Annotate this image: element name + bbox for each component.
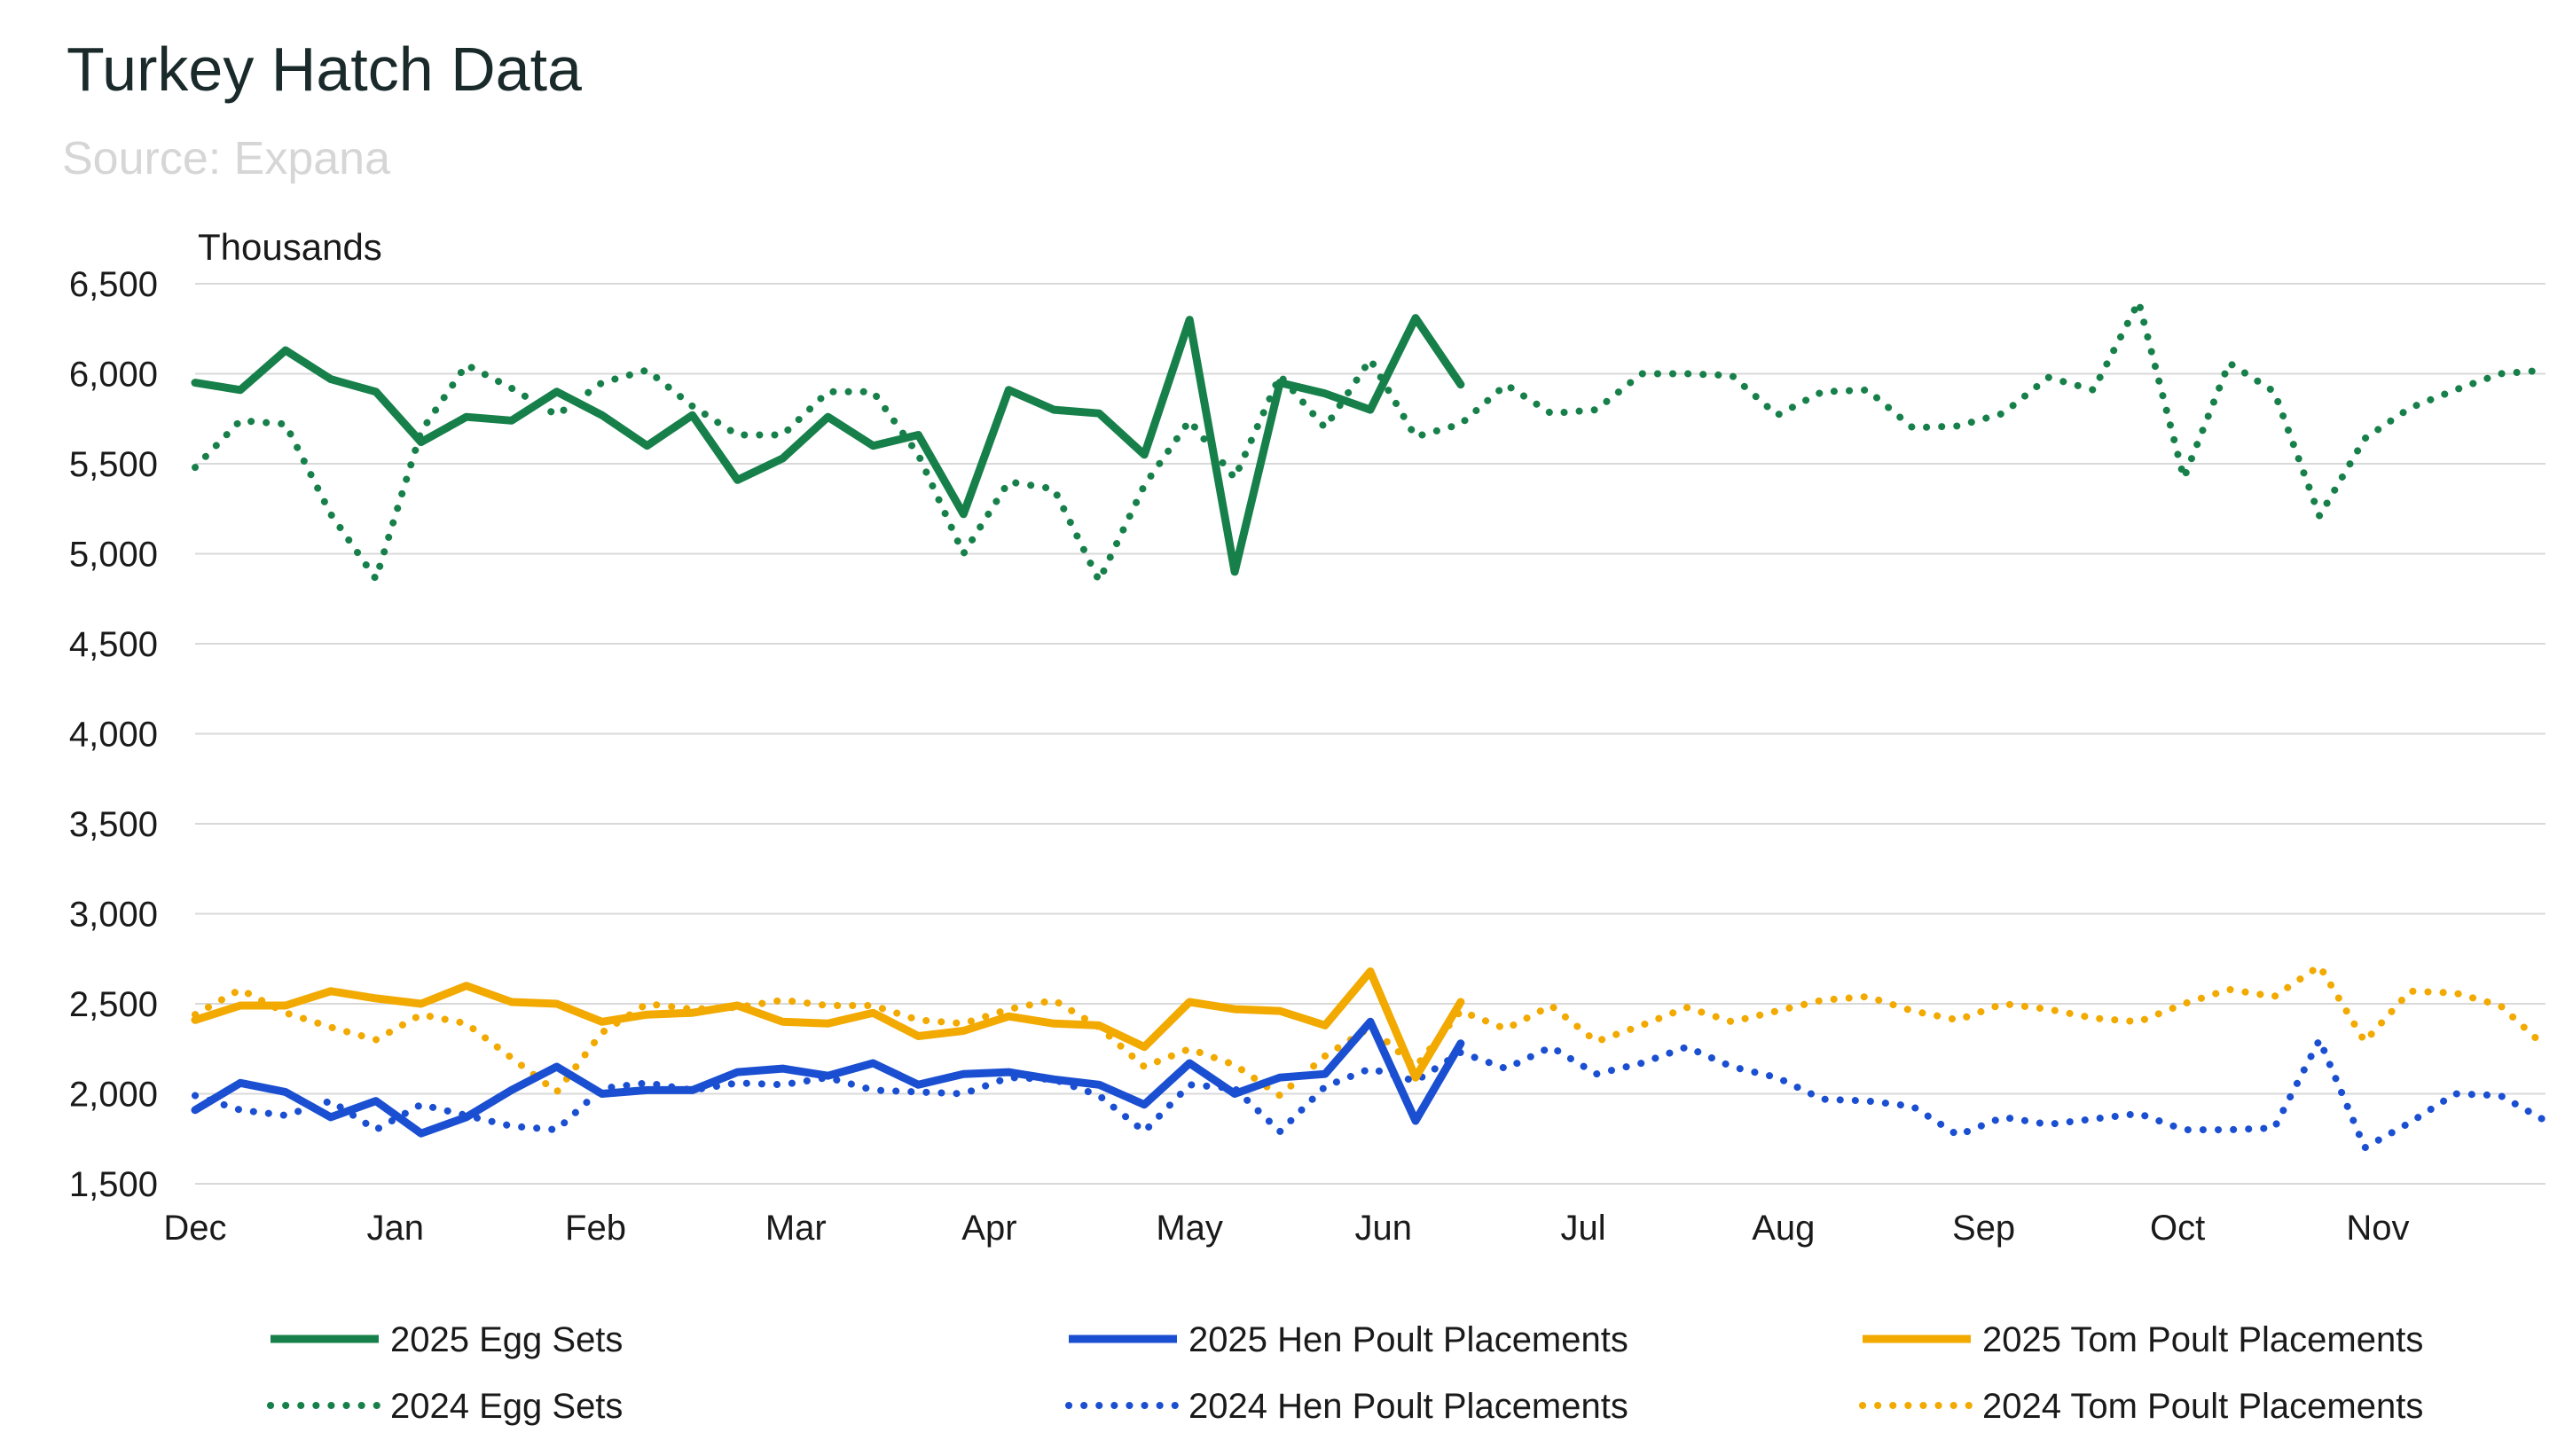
y-axis-tick-labels: 1,500 2,000 2,500 3,000 3,500 4,000 4,500 5,000… bbox=[69, 265, 158, 1204]
series-line-2024-hen-poult-placements bbox=[192, 1036, 2549, 1152]
y-tick-label: 5,500 bbox=[69, 445, 158, 484]
chart-subtitle: Source: Expana bbox=[62, 133, 390, 184]
x-tick-label: Jan bbox=[367, 1209, 425, 1248]
legend-label: 2024 Hen Poult Placements bbox=[1188, 1387, 1628, 1426]
series-line-2024-egg-sets bbox=[192, 298, 2549, 584]
series-line-2024-tom-poult-placements bbox=[192, 962, 2549, 1100]
legend-label: 2025 Tom Poult Placements bbox=[1982, 1320, 2423, 1359]
x-tick-label: Mar bbox=[765, 1209, 827, 1248]
y-tick-label: 1,500 bbox=[69, 1165, 158, 1204]
y-tick-label: 4,500 bbox=[69, 625, 158, 664]
y-tick-label: 6,500 bbox=[69, 265, 158, 304]
y-tick-label: 3,000 bbox=[69, 896, 158, 935]
x-tick-label: May bbox=[1156, 1209, 1223, 1248]
y-tick-label: 4,000 bbox=[69, 716, 158, 755]
x-axis-tick-labels: Dec Jan Feb Mar Apr May Jun Jul Aug Sep Oct Nov bbox=[163, 1209, 2409, 1248]
y-tick-label: 2,500 bbox=[69, 985, 158, 1024]
series-lines bbox=[191, 298, 2549, 1152]
series-line-2025-egg-sets bbox=[191, 314, 1465, 576]
y-tick-label: 2,000 bbox=[69, 1076, 158, 1115]
x-tick-label: Sep bbox=[1952, 1209, 2015, 1248]
x-tick-label: Jul bbox=[1560, 1209, 1605, 1248]
x-tick-label: Apr bbox=[961, 1209, 1016, 1248]
legend: 2025 Egg Sets 2025 Hen Poult Placements 20… bbox=[267, 1320, 2423, 1426]
y-tick-label: 5,000 bbox=[69, 536, 158, 575]
y-tick-label: 3,500 bbox=[69, 805, 158, 844]
x-tick-label: Aug bbox=[1752, 1209, 1815, 1248]
legend-label: 2024 Tom Poult Placements bbox=[1982, 1387, 2423, 1426]
y-axis-unit-label: Thousands bbox=[198, 226, 382, 268]
x-tick-label: Oct bbox=[2150, 1209, 2205, 1248]
series-line-2025-tom-poult-placements bbox=[191, 967, 1465, 1082]
chart-title: Turkey Hatch Data bbox=[67, 35, 582, 104]
legend-label: 2024 Egg Sets bbox=[390, 1387, 623, 1426]
x-tick-label: Dec bbox=[163, 1209, 226, 1248]
x-tick-label: Jun bbox=[1355, 1209, 1413, 1248]
x-tick-label: Feb bbox=[565, 1209, 626, 1248]
series-line-2025-hen-poult-placements bbox=[191, 1017, 1465, 1138]
x-tick-label: Nov bbox=[2346, 1209, 2409, 1248]
legend-label: 2025 Egg Sets bbox=[390, 1320, 623, 1359]
gridlines bbox=[195, 283, 2546, 1185]
legend-label: 2025 Hen Poult Placements bbox=[1188, 1320, 1628, 1359]
y-tick-label: 6,000 bbox=[69, 356, 158, 395]
